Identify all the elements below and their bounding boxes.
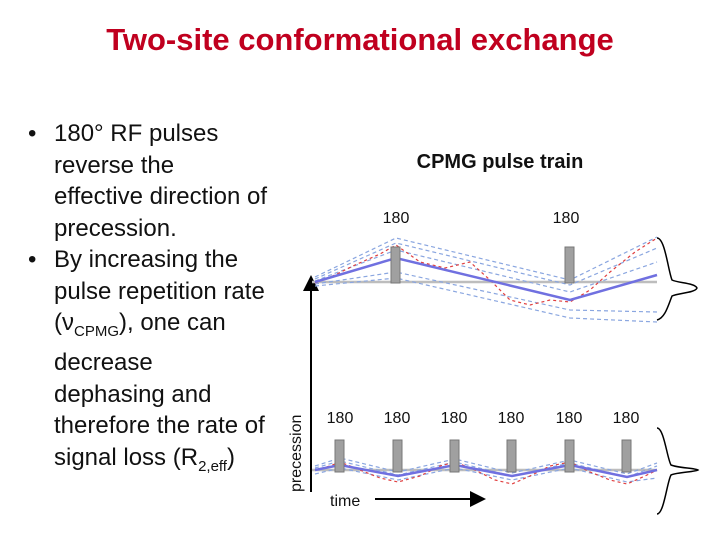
top-pulse-2 [564,246,575,284]
bullet-item-2: • By increasing the pulse repetition rat… [28,244,268,482]
y-axis-label: precession [288,415,305,492]
top-blue-dashed-upper2 [314,242,658,286]
bottom-pulse-6 [621,439,632,473]
bottom-pulse-label-3: 180 [441,410,468,427]
top-blue-dashed-mid [314,249,658,293]
bullet-text: 180° RF pulses reverse the effective dir… [54,120,268,242]
bottom-blue-dashed-upper [314,457,658,475]
bottom-blue-dashed-lower [314,467,658,483]
bottom-pulse-5 [564,439,575,473]
bullet-marker: • [28,246,37,273]
top-blue-dashed-upper [314,236,658,281]
top-pulse-label-1: 180 [383,210,410,227]
top-red-dashed [314,237,658,306]
bullet-list: • 180° RF pulses reverse the effective d… [28,118,268,482]
bullet-text-part: ), one can decrease dephasing and theref… [54,309,265,471]
bottom-red-dashed [314,461,658,485]
bullet-text-part: By increasing the pulse repetition rate … [54,246,265,336]
top-blue-dashed-lower [314,271,658,313]
bullet-text-part: ) [226,443,235,471]
bullet-marker: • [28,120,37,147]
bottom-pulse-label-4: 180 [498,410,525,427]
r2eff-subscript: 2,eff [198,457,227,475]
bottom-distribution-curve [656,427,700,515]
x-axis-label: time [330,493,360,510]
bottom-pulse-label-2: 180 [384,410,411,427]
nu-symbol: ν [62,309,74,336]
r-symbol: R [180,443,199,471]
bottom-pulse-2 [392,439,403,473]
top-blue-dashed-lower2 [314,277,658,323]
bullet-text: By increasing the pulse repetition rate … [54,246,265,475]
top-mean-line [314,256,658,302]
top-pulse-train: 180 180 [312,210,698,323]
top-pulse-1 [390,246,401,284]
bottom-pulse-4 [506,439,517,473]
bottom-pulse-label-5: 180 [556,410,583,427]
top-pulse-label-2: 180 [553,210,580,227]
top-distribution-curve [656,237,698,321]
bottom-pulse-label-1: 180 [327,410,354,427]
bottom-pulse-3 [449,439,460,473]
diagram-heading: CPMG pulse train [417,151,584,173]
cpmg-subscript: CPMG [74,322,119,340]
bottom-pulse-1 [334,439,345,473]
bottom-mean-line [314,463,658,479]
bottom-pulse-label-6: 180 [613,410,640,427]
bullet-item-1: • 180° RF pulses reverse the effective d… [28,118,268,244]
slide-title: Two-site conformational exchange [106,22,614,57]
bottom-pulse-train: 180 180 180 180 180 180 [312,410,700,515]
